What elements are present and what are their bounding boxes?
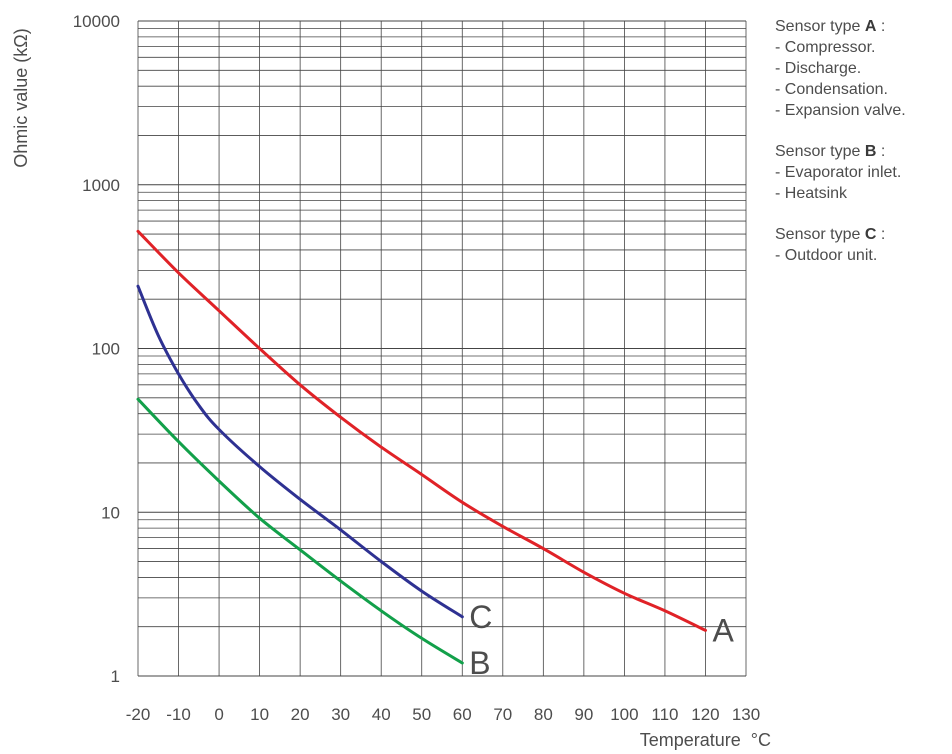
series-line-c	[136, 284, 464, 619]
series-line-a	[136, 229, 707, 632]
series-line-b	[136, 397, 464, 665]
y-tick-label: 1	[111, 667, 120, 686]
legend-item: - Compressor.	[775, 39, 876, 56]
x-tick-label: 50	[412, 705, 431, 724]
legend-item: - Discharge.	[775, 60, 862, 77]
x-axis-title: Temperature °C	[640, 730, 771, 750]
legend-item: - Expansion valve.	[775, 102, 906, 119]
x-tick-label: 110	[651, 705, 678, 724]
x-tick-label: -10	[166, 705, 191, 724]
y-tick-label: 1000	[82, 176, 120, 195]
legend-group-b: Sensor type B : - Evaporator inlet. - Heat…	[775, 141, 950, 204]
legend-heading: Sensor type B :	[775, 143, 886, 160]
legend-item: - Evaporator inlet.	[775, 164, 902, 181]
x-tick-label: 0	[214, 705, 223, 724]
x-tick-label: -20	[126, 705, 151, 724]
x-tick-label: 70	[493, 705, 512, 724]
legend-group-c: Sensor type C : - Outdoor unit.	[775, 224, 950, 266]
sensor-legend: Sensor type A : - Compressor. - Discharge.…	[775, 16, 950, 286]
x-tick-label: 100	[610, 705, 638, 724]
y-tick-label: 100	[92, 340, 120, 359]
x-tick-label: 30	[331, 705, 350, 724]
x-tick-label: 40	[372, 705, 391, 724]
legend-item: - Heatsink	[775, 185, 848, 202]
series-end-labels: A BC	[469, 599, 734, 681]
legend-item: - Outdoor unit.	[775, 247, 878, 264]
x-tick-label: 20	[291, 705, 310, 724]
series-group	[136, 229, 707, 665]
series-label-a: A	[712, 612, 734, 648]
x-tick-label: 80	[534, 705, 553, 724]
x-tick-label: 130	[732, 705, 760, 724]
y-tick-label: 10	[101, 503, 120, 522]
legend-heading: Sensor type A :	[775, 18, 886, 35]
x-tick-label: 10	[250, 705, 269, 724]
x-tick-label: 60	[453, 705, 472, 724]
x-tick-label: 90	[574, 705, 593, 724]
grid	[137, 20, 747, 677]
legend-item: - Condensation.	[775, 81, 888, 98]
y-axis-title: Ohmic value (kΩ)	[11, 28, 31, 167]
legend-group-a: Sensor type A : - Compressor. - Discharge.…	[775, 16, 950, 121]
series-label-b: B	[469, 645, 490, 681]
legend-heading: Sensor type C :	[775, 226, 886, 243]
tick-labels: -20 -10 0 10 20 30 40 50 60 70 80 90 100 110 120 130110…	[73, 12, 760, 724]
series-label-c: C	[469, 599, 492, 635]
y-tick-label: 10000	[73, 12, 120, 31]
x-tick-label: 120	[691, 705, 719, 724]
